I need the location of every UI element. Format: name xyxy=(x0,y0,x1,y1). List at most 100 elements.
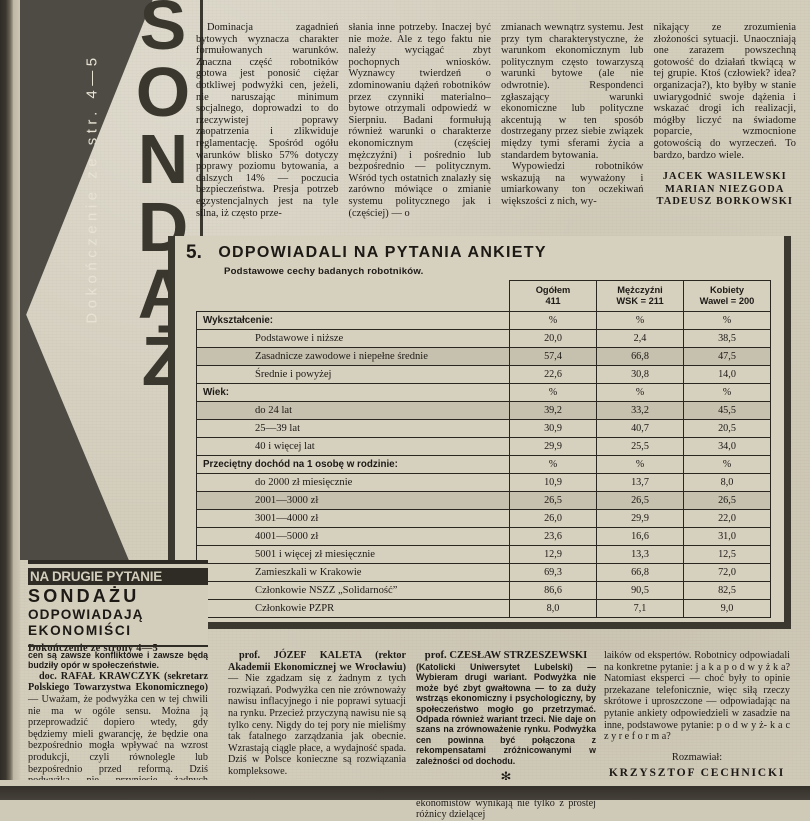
table-cell-value: 25,5 xyxy=(596,437,684,456)
table-cell-value: % xyxy=(509,383,597,402)
row-item-label: do 24 lat xyxy=(196,401,510,420)
table-cell-value: 8,0 xyxy=(683,473,771,492)
table-row: Wiek:%%% xyxy=(196,383,771,402)
table-cell-value: 30,9 xyxy=(509,419,597,438)
table-row: 5001 i więcej zł miesięcznie 12,9 13,3 12,5 xyxy=(196,545,771,564)
row-item-label: Zasadnicze zawodowe i niepełne średnie xyxy=(196,347,510,366)
table-cell-value: 9,0 xyxy=(683,599,771,618)
table-subtitle: Podstawowe cechy badanych robotników. xyxy=(224,266,424,277)
column-header-women: Kobiety Wawel = 200 xyxy=(683,280,771,312)
table-body: Wykształcenie:%%% Podstawowe i niższe 20,0… xyxy=(196,311,771,618)
table-cell-value: 12,5 xyxy=(683,545,771,564)
promo-line-1: NA DRUGIE PYTANIE xyxy=(28,568,208,585)
column-header-line2: Wawel = 200 xyxy=(699,296,755,306)
table-cell-value: 31,0 xyxy=(683,527,771,546)
table-cell-value: 40,7 xyxy=(596,419,684,438)
article-column-4: nikający ze zrozumienia złożoności sytua… xyxy=(654,22,797,227)
table-row: do 24 lat 39,2 33,2 45,5 xyxy=(196,401,771,420)
scan-gutter-shadow xyxy=(0,0,13,800)
article-byline: JACEK WASILEWSKI MARIAN NIEZGODA TADEUSZ… xyxy=(654,171,797,208)
table-cell-value: 20,5 xyxy=(683,419,771,438)
table-cell-value: % xyxy=(683,311,771,330)
table-cell-value: 20,0 xyxy=(509,329,597,348)
table-number: 5. xyxy=(186,242,202,263)
article-column-1: Dominacja zagadnień bytowych wyznacza ch… xyxy=(196,22,339,227)
page-bottom-margin xyxy=(0,780,810,786)
promo-continuation: Dokończenie ze strony 4—5 xyxy=(28,643,158,654)
table-cell-value: 72,0 xyxy=(683,563,771,582)
table-cell-value: 45,5 xyxy=(683,401,771,420)
table-cell-value: 22,6 xyxy=(509,365,597,384)
table-row: Średnie i powyżej 22,6 30,8 14,0 xyxy=(196,365,771,384)
row-item-label: 5001 i więcej zł miesięcznie xyxy=(196,545,510,564)
table-cell-value: 26,5 xyxy=(596,491,684,510)
row-item-label: Średnie i powyżej xyxy=(196,365,510,384)
scan-bottom-bar xyxy=(0,786,810,800)
row-label: Zamieszkali w Krakowie xyxy=(196,563,510,582)
promo-headline-box: NA DRUGIE PYTANIE SONDAŻU ODPOWIADAJĄ EK… xyxy=(28,560,208,654)
row-item-label: 3001—4000 zł xyxy=(196,509,510,528)
table-cell-value: % xyxy=(683,383,771,402)
article-paragraph: nikający ze zrozumienia złożoności sytua… xyxy=(653,22,796,161)
table-row: 3001—4000 zł 26,0 29,9 22,0 xyxy=(196,509,771,528)
table-cell-value: % xyxy=(683,455,771,474)
promo-line-4: EKONOMIŚCI xyxy=(28,623,132,638)
author-name: TADEUSZ BORKOWSKI xyxy=(656,195,794,207)
table-cell-value: 2,4 xyxy=(596,329,684,348)
table-head: Ogółem 411 Mężczyźni WSK = 211 Kobiety W… xyxy=(197,280,771,312)
title-letter-o: O xyxy=(135,53,191,132)
table-title: ODPOWIADALI NA PYTANIA ANKIETY xyxy=(218,244,547,261)
table-row: Zamieszkali w Krakowie 69,3 66,8 72,0 xyxy=(196,563,771,582)
table-cell-value: 86,6 xyxy=(509,581,597,600)
expert-statement: — Nie zgadzam się z żadnym z tych rozwią… xyxy=(228,673,406,777)
table-cell-value: 82,5 xyxy=(683,581,771,600)
table-row: 2001—3000 zł 26,5 26,5 26,5 xyxy=(196,491,771,510)
title-letter-s: S xyxy=(139,0,187,64)
row-item-label: 40 i więcej lat xyxy=(196,437,510,456)
bottom-paragraph-kaleta: prof. JÓZEF KALETA (rektor Akademii Ekon… xyxy=(228,650,406,778)
table-cell-value: 90,5 xyxy=(596,581,684,600)
table-cell-value: 39,2 xyxy=(509,401,597,420)
table-cell-value: 26,0 xyxy=(509,509,597,528)
promo-line-2: SONDAŻU xyxy=(28,586,140,606)
scan-gutter-edge xyxy=(13,0,20,800)
expert-name-strzeszewski: prof. CZESŁAW STRZESZEWSKI xyxy=(424,650,588,661)
row-group-label: Przeciętny dochód na 1 osobę w rodzinie: xyxy=(196,455,510,474)
table-cell-value: 16,6 xyxy=(596,527,684,546)
author-name: JACEK WASILEWSKI xyxy=(662,171,787,183)
table-cell-value: % xyxy=(596,455,684,474)
expert-statement-strzeszewski: (Katolicki Uniwersytet Lubelski) — Wybie… xyxy=(416,662,596,766)
row-item-label: 25—39 lat xyxy=(196,419,510,438)
vertical-title-sondaz: S O N D A Ż xyxy=(120,0,206,548)
section-star-divider: ✻ xyxy=(500,769,512,785)
article-paragraph: Dominacja zagadnień bytowych wyznacza ch… xyxy=(196,22,339,219)
article-column-3: zmianach wewnątrz systemu. Jest przy tym… xyxy=(501,22,644,227)
table-cell-value: 47,5 xyxy=(683,347,771,366)
article-paragraph: słania inne potrzeby. Inaczej być nie mo… xyxy=(348,22,491,219)
expert-name-krawczyk: doc. RAFAŁ KRAWCZYK (sekretarz Polskiego… xyxy=(28,670,208,694)
table-row: Wykształcenie:%%% xyxy=(196,311,771,330)
table-row: Przeciętny dochód na 1 osobę w rodzinie:… xyxy=(196,455,771,474)
column-header-line2: WSK = 211 xyxy=(616,296,664,306)
author-name: MARIAN NIEZGODA xyxy=(664,183,785,195)
expert-name-kaleta: prof. JÓZEF KALETA (rektor Akademii Ekon… xyxy=(228,650,406,673)
table-cell-value: 12,9 xyxy=(509,545,597,564)
interviewer-name: KRZYSZTOF CECHNICKI xyxy=(608,765,786,779)
row-item-label: 2001—3000 zł xyxy=(196,491,510,510)
table-cell-value: % xyxy=(596,383,684,402)
row-item-label: Podstawowe i niższe xyxy=(196,329,510,348)
table-cell-value: 10,9 xyxy=(509,473,597,492)
row-group-label: Wykształcenie: xyxy=(196,311,510,330)
table-cell-value: 7,1 xyxy=(596,599,684,618)
table-row: Zasadnicze zawodowe i niepełne średnie 57… xyxy=(196,347,771,366)
column-header-line2: 411 xyxy=(545,296,561,306)
table-row: 25—39 lat 30,9 40,7 20,5 xyxy=(196,419,771,438)
bottom-column-4: laików od ekspertów. Robotnicy odpowiada… xyxy=(604,650,790,779)
table-cell-value: 38,5 xyxy=(683,329,771,348)
bottom-paragraph-krawczyk: doc. RAFAŁ KRAWCZYK (sekretarz Polskiego… xyxy=(28,671,208,799)
promo-line-3: ODPOWIADAJĄ xyxy=(28,607,144,622)
table-cell-value: 8,0 xyxy=(509,599,597,618)
bottom-closing-paragraph-continued: laików od ekspertów. Robotnicy odpowiada… xyxy=(604,650,790,743)
table-cell-value: 66,8 xyxy=(596,347,684,366)
